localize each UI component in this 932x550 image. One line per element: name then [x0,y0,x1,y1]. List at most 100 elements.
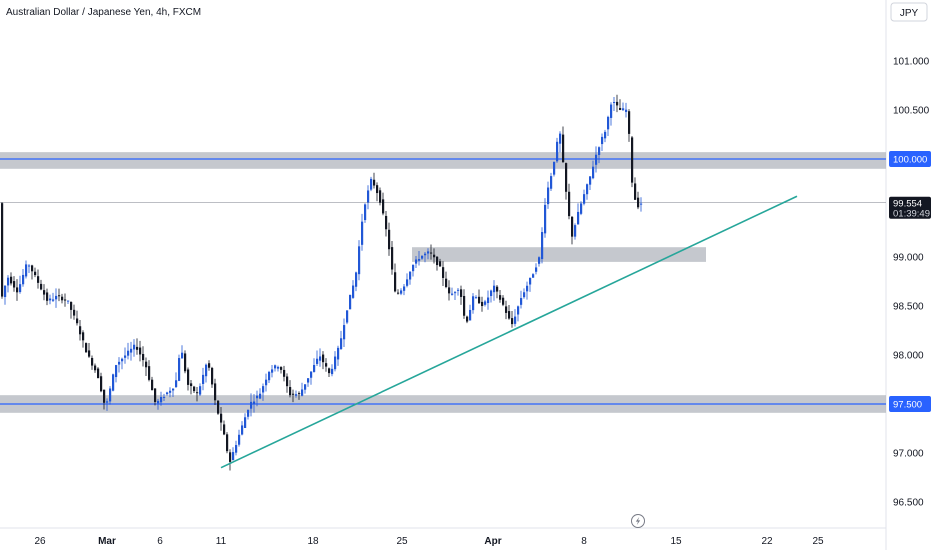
candle [640,197,643,212]
x-tick-7: 8 [581,536,587,547]
candle [199,383,202,396]
candle-body [547,187,550,205]
price-scale[interactable] [886,0,932,550]
candle [244,413,247,429]
candle [25,260,28,279]
candle-body [184,353,187,372]
candle [181,345,184,359]
candle-body [172,388,175,391]
candle [571,216,574,245]
candle-body [247,409,250,417]
x-tick-6: Apr [484,536,501,547]
candle [556,137,559,163]
candle-body [181,352,184,359]
countdown-timer: 01:39:49 [893,209,930,220]
candle-body [280,367,283,370]
candle-body [562,134,565,163]
candle-body [556,141,559,162]
candle-body [622,108,625,111]
candle-body [331,368,334,375]
candle-body [292,393,295,395]
candle [412,264,415,277]
candle [82,330,85,348]
candle [514,309,517,327]
x-tick-1: Mar [98,536,116,547]
candle [268,370,271,384]
candle-body [577,211,580,225]
candle-body [598,147,601,155]
candle-body [619,107,622,110]
candle [496,285,499,299]
candle-body [214,383,217,401]
candle-body [520,298,523,305]
candle-body [76,318,79,324]
candle [538,256,541,267]
candle [445,271,448,289]
level-badge-box-1 [889,396,931,412]
candle-body [64,299,67,301]
candle [331,364,334,377]
candle-body [223,424,226,435]
candle [364,203,367,223]
candle-body [424,253,427,256]
candle [64,293,67,307]
candle-body [268,371,271,381]
candle-body [232,452,235,461]
candle-body [145,361,148,368]
candle [121,357,124,370]
candle [355,271,358,292]
candle-body [613,102,616,104]
candle [214,378,217,405]
x-tick-2: 6 [157,536,163,547]
candle [598,146,601,164]
candle-body [61,296,64,301]
candle-body [124,355,127,358]
y-tick-1: 97.000 [893,449,924,460]
candle [16,279,19,301]
candle [589,176,592,191]
candle [241,421,244,436]
candle-body [361,221,364,245]
candle-body [178,358,181,381]
candle [610,102,613,126]
candle [400,288,403,296]
lightning-icon[interactable] [631,514,645,528]
candle [430,244,433,260]
candle [397,289,400,295]
candle [151,376,154,391]
level-badge-label-1: 97.500 [893,400,922,411]
candle-body [568,191,571,217]
level-zone-0 [0,152,886,169]
candle [388,222,391,256]
candle [229,449,232,471]
candle [256,390,259,407]
candle-body [22,274,25,285]
candle-body [286,376,289,387]
candle-body [328,368,331,374]
candle [316,350,319,366]
candle-body [604,131,607,139]
candle-body [115,365,118,378]
candle [568,183,571,220]
candle-body [451,293,454,295]
candle-body [1,203,4,297]
candle-body [406,279,409,286]
candle [133,339,136,357]
candle [280,366,283,374]
trendline[interactable] [220,195,798,469]
candle-body [400,290,403,294]
currency-box[interactable] [890,2,928,22]
candle [175,372,178,388]
candle-body [391,247,394,270]
candle-body [289,386,292,396]
candle-body [250,401,253,409]
candle-body [97,368,100,379]
candle [490,289,493,303]
candle-body [130,348,133,353]
candle [118,357,121,373]
candle [208,360,211,371]
candle-body [394,272,397,292]
candle [55,288,58,308]
candle-body [610,104,613,118]
